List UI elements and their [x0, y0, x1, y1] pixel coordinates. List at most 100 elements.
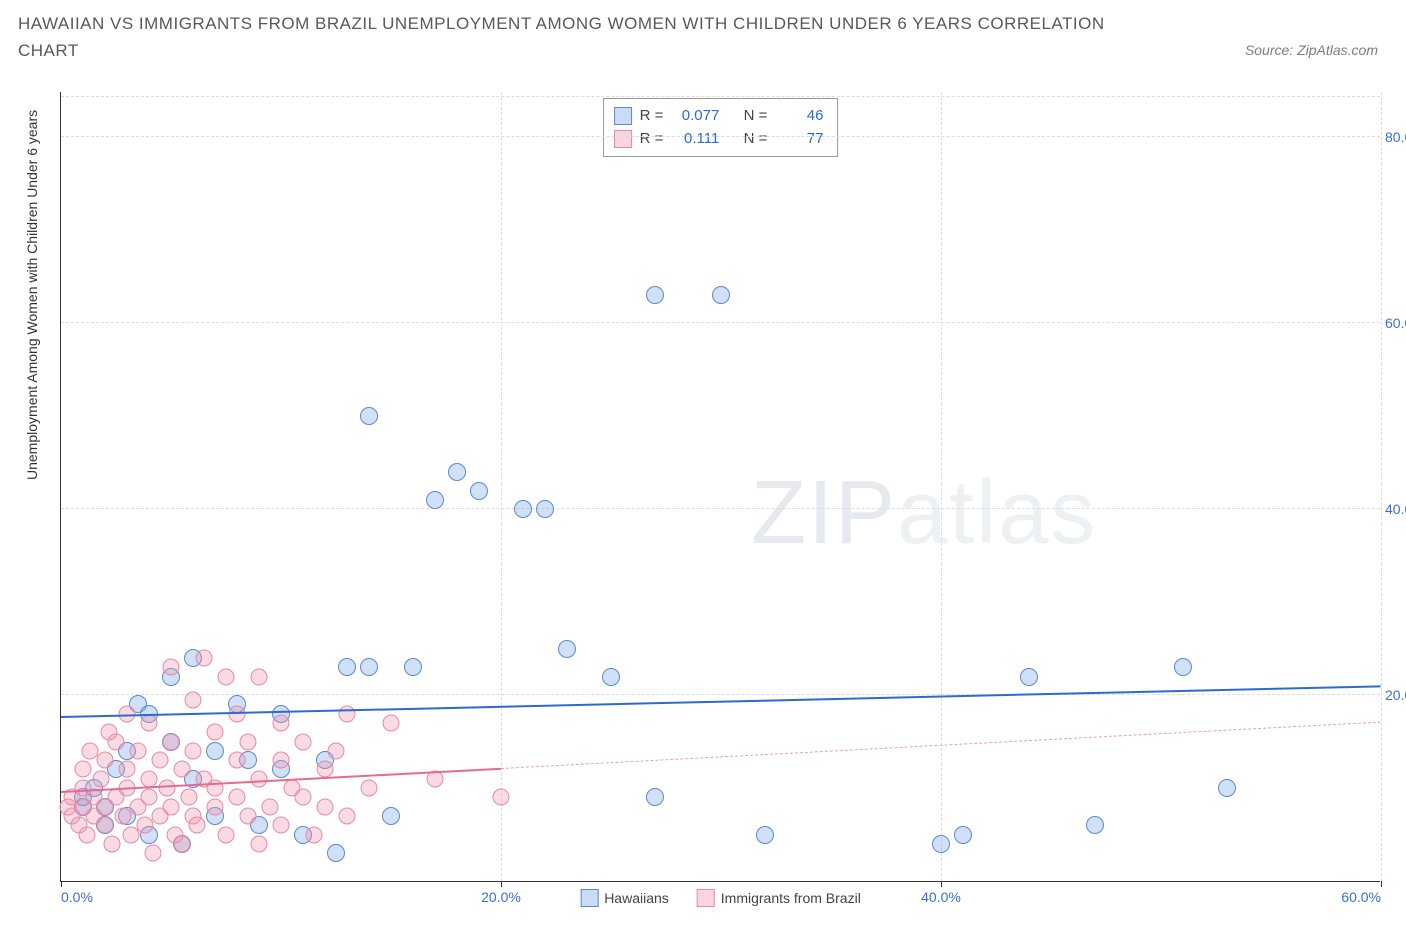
- scatter-point-hawaiians: [1174, 658, 1192, 676]
- scatter-point-brazil: [273, 817, 290, 834]
- scatter-point-brazil: [251, 835, 268, 852]
- y-axis-title: Unemployment Among Women with Children U…: [24, 110, 40, 480]
- legend-label-hawaiians: Hawaiians: [604, 890, 669, 906]
- gridline-horizontal: [61, 96, 1380, 97]
- trendline-hawaiians: [61, 686, 1381, 719]
- gridline-horizontal: [61, 694, 1380, 695]
- scatter-point-brazil: [119, 761, 136, 778]
- watermark-text-b: atlas: [897, 463, 1097, 563]
- scatter-point-brazil: [163, 733, 180, 750]
- scatter-point-hawaiians: [1218, 779, 1236, 797]
- y-tick-label: 80.0%: [1385, 129, 1406, 145]
- scatter-point-brazil: [185, 742, 202, 759]
- scatter-point-brazil: [218, 826, 235, 843]
- r-label: R =: [640, 128, 664, 151]
- scatter-point-hawaiians: [448, 463, 466, 481]
- scatter-point-brazil: [141, 770, 158, 787]
- chart-plot-area: ZIPatlas R = 0.077 N = 46 R = 0.111 N = …: [60, 92, 1380, 882]
- watermark-logo: ZIPatlas: [751, 462, 1097, 565]
- scatter-point-brazil: [361, 780, 378, 797]
- scatter-point-hawaiians: [646, 788, 664, 806]
- scatter-point-hawaiians: [712, 286, 730, 304]
- gridline-vertical: [941, 92, 942, 881]
- n-value-brazil: 77: [775, 128, 823, 151]
- scatter-point-brazil: [262, 798, 279, 815]
- scatter-point-brazil: [141, 789, 158, 806]
- scatter-point-hawaiians: [932, 835, 950, 853]
- legend-item-brazil: Immigrants from Brazil: [697, 889, 861, 907]
- scatter-point-brazil: [229, 752, 246, 769]
- gridline-horizontal: [61, 322, 1380, 323]
- scatter-point-brazil: [145, 845, 162, 862]
- x-tick-label: 0.0%: [61, 889, 93, 905]
- scatter-point-brazil: [189, 817, 206, 834]
- scatter-point-brazil: [75, 761, 92, 778]
- x-tick-mark: [1381, 881, 1382, 887]
- swatch-pink-icon: [614, 130, 632, 148]
- chart-title: HAWAIIAN VS IMMIGRANTS FROM BRAZIL UNEMP…: [18, 10, 1118, 64]
- scatter-point-brazil: [79, 826, 96, 843]
- scatter-point-brazil: [174, 761, 191, 778]
- scatter-point-hawaiians: [646, 286, 664, 304]
- r-value-hawaiians: 0.077: [671, 105, 719, 128]
- scatter-point-brazil: [317, 798, 334, 815]
- scatter-point-brazil: [306, 826, 323, 843]
- scatter-point-brazil: [493, 789, 510, 806]
- scatter-point-brazil: [141, 715, 158, 732]
- scatter-point-hawaiians: [756, 826, 774, 844]
- scatter-point-brazil: [185, 691, 202, 708]
- r-label: R =: [640, 105, 664, 128]
- gridline-horizontal: [61, 136, 1380, 137]
- scatter-point-brazil: [251, 770, 268, 787]
- legend-label-brazil: Immigrants from Brazil: [721, 890, 861, 906]
- scatter-point-hawaiians: [602, 668, 620, 686]
- x-tick-label: 40.0%: [921, 889, 961, 905]
- scatter-point-hawaiians: [360, 407, 378, 425]
- scatter-point-brazil: [328, 742, 345, 759]
- scatter-point-hawaiians: [382, 807, 400, 825]
- scatter-point-brazil: [339, 705, 356, 722]
- legend-item-hawaiians: Hawaiians: [580, 889, 669, 907]
- swatch-pink-icon: [697, 889, 715, 907]
- n-label: N =: [744, 105, 768, 128]
- scatter-point-brazil: [207, 724, 224, 741]
- scatter-point-brazil: [81, 742, 98, 759]
- y-tick-label: 20.0%: [1385, 687, 1406, 703]
- scatter-point-hawaiians: [954, 826, 972, 844]
- scatter-point-hawaiians: [404, 658, 422, 676]
- scatter-point-brazil: [218, 668, 235, 685]
- scatter-point-brazil: [163, 659, 180, 676]
- gridline-horizontal: [61, 508, 1380, 509]
- x-tick-label: 60.0%: [1341, 889, 1381, 905]
- y-tick-label: 60.0%: [1385, 315, 1406, 331]
- swatch-blue-icon: [614, 107, 632, 125]
- scatter-point-hawaiians: [1086, 816, 1104, 834]
- scatter-point-brazil: [130, 742, 147, 759]
- scatter-point-brazil: [92, 770, 109, 787]
- scatter-point-hawaiians: [536, 500, 554, 518]
- scatter-point-brazil: [273, 752, 290, 769]
- scatter-point-brazil: [240, 733, 257, 750]
- scatter-point-brazil: [196, 649, 213, 666]
- n-label: N =: [744, 128, 768, 151]
- scatter-point-brazil: [240, 807, 257, 824]
- scatter-point-brazil: [383, 715, 400, 732]
- scatter-point-hawaiians: [426, 491, 444, 509]
- n-value-hawaiians: 46: [775, 105, 823, 128]
- swatch-blue-icon: [580, 889, 598, 907]
- gridline-vertical: [1381, 92, 1382, 881]
- scatter-point-hawaiians: [470, 482, 488, 500]
- scatter-point-brazil: [317, 761, 334, 778]
- scatter-point-brazil: [97, 817, 114, 834]
- scatter-point-brazil: [180, 789, 197, 806]
- scatter-point-hawaiians: [558, 640, 576, 658]
- stat-row-hawaiians: R = 0.077 N = 46: [614, 105, 824, 128]
- scatter-point-hawaiians: [1020, 668, 1038, 686]
- scatter-point-hawaiians: [514, 500, 532, 518]
- scatter-point-hawaiians: [327, 844, 345, 862]
- scatter-point-brazil: [163, 798, 180, 815]
- series-legend: Hawaiians Immigrants from Brazil: [580, 889, 861, 907]
- x-tick-label: 20.0%: [481, 889, 521, 905]
- scatter-point-brazil: [273, 715, 290, 732]
- x-tick-mark: [941, 881, 942, 887]
